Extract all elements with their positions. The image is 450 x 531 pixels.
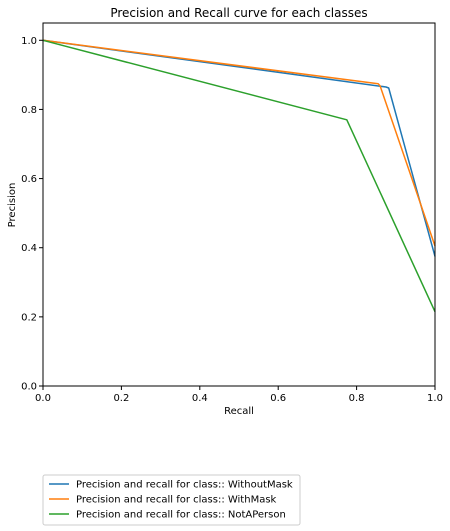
y-tick-label: 1.0 — [21, 36, 37, 47]
legend-label-0: Precision and recall for class:: Without… — [76, 480, 293, 491]
legend-label-1: Precision and recall for class:: WithMas… — [76, 495, 277, 506]
x-axis: 0.0 0.2 0.4 0.6 0.8 1.0 — [35, 386, 443, 404]
plot-frame — [42, 22, 436, 387]
x-tick-label: 0.2 — [113, 393, 129, 404]
y-axis-label: Precision — [7, 183, 18, 228]
legend-box — [42, 474, 301, 526]
legend: Precision and recall for class:: Without… — [42, 474, 301, 526]
x-tick-label: 0.6 — [270, 393, 286, 404]
y-tick-label: 0.2 — [21, 312, 37, 323]
y-tick-label: 0.8 — [21, 105, 37, 116]
series-line-0 — [42, 39, 436, 257]
y-tick-label: 0.6 — [21, 174, 37, 185]
y-tick-label: 0.4 — [21, 243, 37, 254]
x-tick-label: 0.4 — [192, 393, 208, 404]
y-tick-label: 0.0 — [21, 382, 37, 393]
x-tick-label: 0.0 — [35, 393, 51, 404]
series-layer — [42, 39, 436, 313]
y-axis: 0.0 0.2 0.4 0.6 0.8 1.0 — [21, 36, 43, 393]
series-line-2 — [42, 39, 436, 313]
x-axis-label: Recall — [224, 406, 254, 417]
chart-title: Precision and Recall curve for each clas… — [110, 6, 367, 20]
x-tick-label: 1.0 — [427, 393, 443, 404]
x-tick-label: 0.8 — [349, 393, 365, 404]
series-line-1 — [42, 39, 436, 247]
legend-label-2: Precision and recall for class:: NotAPer… — [76, 510, 286, 521]
